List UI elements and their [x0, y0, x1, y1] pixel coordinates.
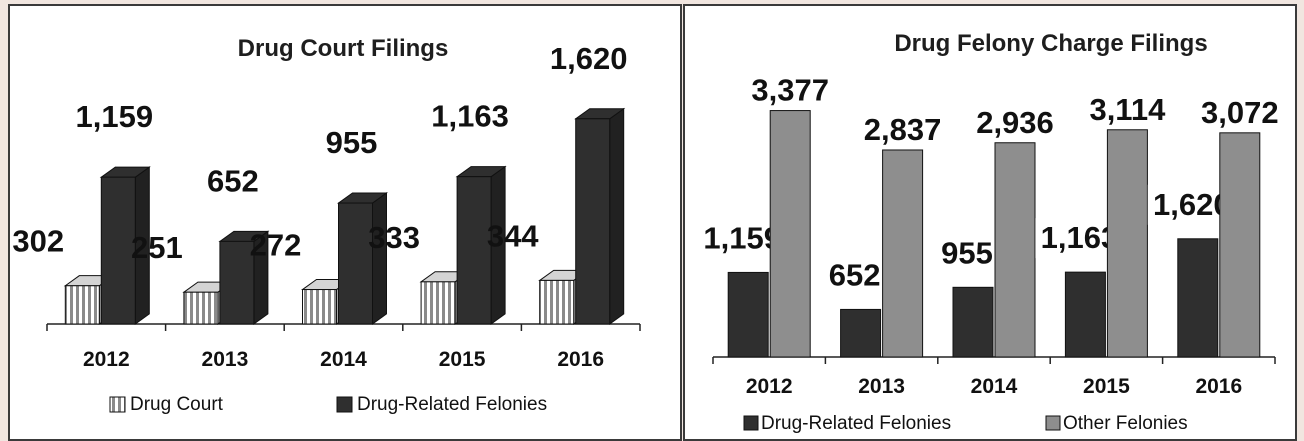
- bar-drug-related-felonies: [456, 176, 492, 325]
- bar-drug-related-felonies: [952, 286, 994, 358]
- legend-swatch-drug-related-felonies: [743, 415, 759, 431]
- bar-drug-related-felonies: [100, 176, 136, 325]
- bar-drug-related-felonies: [1177, 238, 1219, 358]
- bar-drug-related-felonies: [575, 118, 611, 325]
- drug-felony-charge-filings-chart: Drug Felony Charge Filings 2012 1,159 3,37…: [698, 30, 1279, 434]
- bar-other-felonies: [1106, 129, 1148, 358]
- data-label: 3,072: [1201, 95, 1279, 130]
- x-tick-label: 2016: [1195, 375, 1242, 398]
- bar-other-felonies: [769, 110, 811, 358]
- x-tick-label: 2014: [320, 348, 367, 371]
- bar-drug-court: [183, 291, 219, 325]
- drug-court-filings-chart: Drug Court Filings 2012 302 1,159 2013 251 65…: [12, 35, 641, 415]
- bar-other-felonies: [1219, 132, 1261, 358]
- bar-drug-court: [302, 289, 337, 325]
- legend-label-other-felonies: Other Felonies: [1063, 413, 1188, 434]
- data-label: 3,114: [1089, 92, 1166, 127]
- legend-swatch-other-felonies: [1045, 415, 1061, 431]
- data-label: 955: [941, 235, 993, 270]
- bar-drug-related-felonies: [1064, 271, 1106, 358]
- data-label: 1,159: [76, 99, 154, 134]
- x-tick-label: 2013: [858, 375, 905, 398]
- data-label: 272: [250, 228, 302, 263]
- bar-drug-related-felonies: [727, 271, 769, 358]
- chart-title: Drug Court Filings: [238, 35, 449, 62]
- data-label: 2,936: [976, 105, 1054, 140]
- bar-other-felonies: [994, 142, 1036, 358]
- chart-title: Drug Felony Charge Filings: [894, 30, 1207, 57]
- data-label-box: [939, 233, 995, 274]
- data-label: 955: [326, 125, 378, 160]
- drug-court-filings-panel: Drug Court Filings 2012 302 1,159 2013 251 65…: [8, 4, 682, 441]
- x-tick-label: 2012: [83, 348, 130, 371]
- legend-swatch-drug-court: [109, 396, 126, 413]
- legend-swatch-drug-related-felonies: [336, 396, 353, 413]
- data-label: 1,163: [1041, 220, 1119, 255]
- data-label: 1,159: [703, 220, 781, 255]
- data-label: 1,620: [550, 41, 628, 76]
- x-tick-label: 2016: [557, 348, 604, 371]
- data-label: 302: [12, 224, 64, 259]
- bar-drug-court: [64, 285, 100, 325]
- legend-label-drug-court: Drug Court: [130, 394, 224, 415]
- bar-drug-related-felonies: [219, 240, 255, 325]
- x-tick-label: 2015: [1083, 375, 1130, 398]
- data-label-box: [826, 255, 883, 296]
- bar-drug-related-felonies: [338, 202, 373, 325]
- data-label: 344: [487, 218, 539, 253]
- data-label: 652: [829, 257, 881, 292]
- bar-other-felonies: [882, 149, 924, 358]
- drug-felony-charge-filings-panel: Drug Felony Charge Filings 2012 1,159 3,37…: [683, 4, 1297, 441]
- bar-side: [609, 107, 625, 325]
- data-label: 652: [207, 163, 259, 198]
- data-label: 251: [131, 230, 183, 265]
- data-label: 1,620: [1153, 187, 1231, 222]
- data-label: 2,837: [864, 112, 942, 147]
- legend-label-drug-related-felonies: Drug-Related Felonies: [761, 413, 951, 434]
- data-label: 1,163: [431, 99, 509, 134]
- bar-drug-court: [420, 281, 456, 325]
- bar-side: [372, 191, 387, 325]
- legend-label-drug-related-felonies: Drug-Related Felonies: [357, 394, 547, 415]
- x-tick-label: 2015: [439, 348, 486, 371]
- x-tick-label: 2014: [971, 375, 1018, 398]
- bar-drug-related-felonies: [840, 308, 882, 358]
- bar-drug-court: [539, 279, 575, 325]
- data-label: 333: [368, 220, 420, 255]
- data-label: 3,377: [751, 73, 829, 108]
- x-tick-label: 2013: [202, 348, 249, 371]
- x-tick-label: 2012: [746, 375, 793, 398]
